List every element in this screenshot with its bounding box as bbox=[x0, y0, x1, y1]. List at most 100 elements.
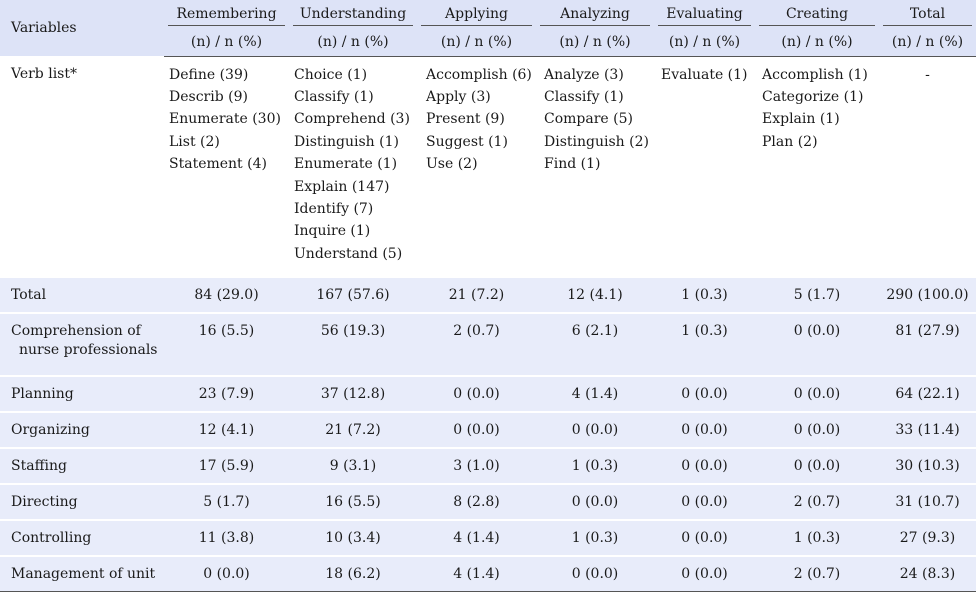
verb-item: Inquire (1) bbox=[294, 223, 371, 240]
table-cell: 27 (9.3) bbox=[879, 518, 976, 556]
verb-item: Enumerate (30) bbox=[169, 111, 281, 128]
table-cell: 1 (0.3) bbox=[654, 311, 755, 376]
table-cell: 33 (11.4) bbox=[879, 410, 976, 448]
table-cell: 56 (19.3) bbox=[289, 311, 417, 376]
row-label-text: Total bbox=[11, 286, 47, 303]
verb-item: Present (9) bbox=[426, 111, 505, 128]
table-cell: 64 (22.1) bbox=[879, 374, 976, 412]
verb-item: Choice (1) bbox=[294, 66, 368, 83]
table-cell: 167 (57.6) bbox=[289, 275, 417, 313]
verb-item: Distinguish (2) bbox=[544, 133, 649, 150]
table-cell: 30 (10.3) bbox=[879, 446, 976, 484]
row-label-text: Directing bbox=[11, 493, 78, 510]
header-creating: Creating bbox=[755, 0, 879, 29]
row-label: Controlling bbox=[0, 518, 164, 556]
verb-list-creating: Accomplish (1) Categorize (1) Explain (1) P… bbox=[755, 56, 879, 277]
row-label-text-line2: nurse professionals bbox=[19, 341, 158, 358]
table-cell: 12 (4.1) bbox=[164, 410, 289, 448]
table-row: Organizing 12 (4.1) 21 (7.2) 0 (0.0) 0 (0.0)… bbox=[0, 410, 976, 448]
row-label-text: Management of unit bbox=[11, 565, 156, 582]
table-cell: 1 (0.3) bbox=[536, 518, 654, 556]
row-label-text: Planning bbox=[11, 385, 74, 402]
table-row: Directing 5 (1.7) 16 (5.5) 8 (2.8) 0 (0.0) 0 … bbox=[0, 482, 976, 520]
table-cell: 0 (0.0) bbox=[654, 374, 755, 412]
table-cell: 21 (7.2) bbox=[417, 275, 536, 313]
subheader-cell: (n) / n (%) bbox=[879, 29, 976, 57]
table-cell: 290 (100.0) bbox=[879, 275, 976, 313]
verb-item: Describ (9) bbox=[169, 88, 248, 105]
table-cell: 0 (0.0) bbox=[417, 410, 536, 448]
verb-item: Explain (1) bbox=[762, 111, 840, 128]
verb-list-evaluating: Evaluate (1) bbox=[654, 56, 755, 277]
table-cell: 11 (3.8) bbox=[164, 518, 289, 556]
header-total: Total bbox=[879, 0, 976, 29]
table-cell: 31 (10.7) bbox=[879, 482, 976, 520]
header-row: Variables Remembering Understanding Appl… bbox=[0, 0, 976, 56]
row-label: Management of unit bbox=[0, 554, 164, 592]
header-analyzing: Analyzing bbox=[536, 0, 654, 29]
table-cell: 0 (0.0) bbox=[536, 554, 654, 592]
row-label-text: Staffing bbox=[11, 457, 67, 474]
subheader-cell: (n) / n (%) bbox=[536, 29, 654, 57]
verb-item: Identify (7) bbox=[294, 200, 374, 217]
table-cell: 0 (0.0) bbox=[755, 410, 879, 448]
verb-item: Understand (5) bbox=[294, 245, 403, 262]
table-row: Total 84 (29.0) 167 (57.6) 21 (7.2) 12 (4.1)… bbox=[0, 275, 976, 313]
table-cell: 0 (0.0) bbox=[654, 554, 755, 592]
verb-list-label: Verb list* bbox=[0, 56, 164, 277]
subheader-cell: (n) / n (%) bbox=[654, 29, 755, 57]
table-cell: 0 (0.0) bbox=[654, 446, 755, 484]
verb-item: Find (1) bbox=[544, 156, 601, 173]
verb-item: Classify (1) bbox=[294, 88, 374, 105]
table-cell: 4 (1.4) bbox=[417, 554, 536, 592]
table-row: Planning 23 (7.9) 37 (12.8) 0 (0.0) 4 (1.4) 0… bbox=[0, 374, 976, 412]
table-cell: 10 (3.4) bbox=[289, 518, 417, 556]
verb-item: Analyze (3) bbox=[544, 66, 624, 83]
subheader-cell: (n) / n (%) bbox=[289, 29, 417, 57]
table-cell: 16 (5.5) bbox=[289, 482, 417, 520]
row-label-text: Comprehension of bbox=[11, 322, 141, 339]
table-cell: 1 (0.3) bbox=[654, 275, 755, 313]
subheader-cell: (n) / n (%) bbox=[755, 29, 879, 57]
subheader-row: (n) / n (%) (n) / n (%) (n) / n (%) (n) … bbox=[0, 29, 976, 57]
verb-item: Distinguish (1) bbox=[294, 133, 399, 150]
verb-list-understanding: Choice (1) Classify (1) Comprehend (3) Dist… bbox=[289, 56, 417, 277]
table-cell: 9 (3.1) bbox=[289, 446, 417, 484]
verb-list-applying: Accomplish (6) Apply (3) Present (9) Sugges… bbox=[417, 56, 536, 277]
table-cell: 21 (7.2) bbox=[289, 410, 417, 448]
table-cell: 2 (0.7) bbox=[417, 311, 536, 376]
subheader-cell: (n) / n (%) bbox=[164, 29, 289, 57]
table-cell: 0 (0.0) bbox=[536, 482, 654, 520]
table-cell: 23 (7.9) bbox=[164, 374, 289, 412]
table-cell: 2 (0.7) bbox=[755, 554, 879, 592]
table-cell: 0 (0.0) bbox=[654, 482, 755, 520]
row-label: Planning bbox=[0, 374, 164, 412]
table-cell: 5 (1.7) bbox=[755, 275, 879, 313]
table-cell: 16 (5.5) bbox=[164, 311, 289, 376]
verb-list-total: - bbox=[879, 56, 976, 277]
header-applying: Applying bbox=[417, 0, 536, 29]
verb-item: Define (39) bbox=[169, 66, 249, 83]
table-cell: 8 (2.8) bbox=[417, 482, 536, 520]
verb-item: Categorize (1) bbox=[762, 88, 864, 105]
verb-item: Comprehend (3) bbox=[294, 111, 410, 128]
table-cell: 0 (0.0) bbox=[654, 518, 755, 556]
table-cell: 0 (0.0) bbox=[755, 311, 879, 376]
table-cell: 81 (27.9) bbox=[879, 311, 976, 376]
table-row: Controlling 11 (3.8) 10 (3.4) 4 (1.4) 1 (0.3… bbox=[0, 518, 976, 556]
variables-header: Variables bbox=[0, 0, 164, 56]
table-cell: 0 (0.0) bbox=[654, 410, 755, 448]
table-cell: 6 (2.1) bbox=[536, 311, 654, 376]
verb-item: Apply (3) bbox=[426, 88, 491, 105]
table-cell: 0 (0.0) bbox=[755, 446, 879, 484]
row-label: Total bbox=[0, 275, 164, 313]
subheader-cell: (n) / n (%) bbox=[417, 29, 536, 57]
table-cell: 24 (8.3) bbox=[879, 554, 976, 592]
table-cell: 3 (1.0) bbox=[417, 446, 536, 484]
row-label: Staffing bbox=[0, 446, 164, 484]
table-cell: 1 (0.3) bbox=[755, 518, 879, 556]
verb-list-remembering: Define (39) Describ (9) Enumerate (30) List… bbox=[164, 56, 289, 277]
verb-item: Accomplish (6) bbox=[426, 66, 532, 83]
row-label: Comprehension of nurse professionals bbox=[0, 311, 164, 376]
table-cell: 84 (29.0) bbox=[164, 275, 289, 313]
